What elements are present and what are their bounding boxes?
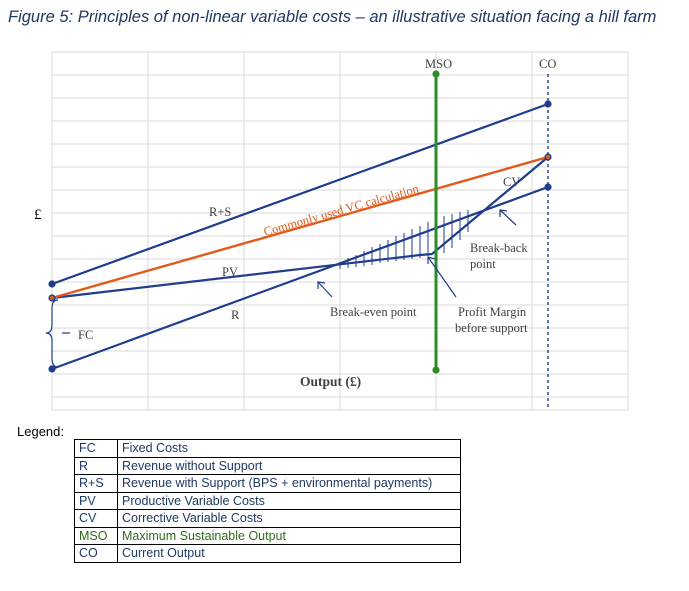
r-line <box>51 185 549 371</box>
r-label: R <box>231 308 240 322</box>
legend-desc: Corrective Variable Costs <box>117 509 461 528</box>
vc-start-dot <box>49 295 55 301</box>
grid <box>51 51 629 411</box>
co-label: CO <box>539 57 556 71</box>
profit-margin-label-line2: before support <box>455 321 528 335</box>
legend-abbr: MSO <box>74 526 118 545</box>
legend-row: MSO Maximum Sustainable Output <box>74 526 461 545</box>
legend-row: CV Corrective Variable Costs <box>74 509 461 528</box>
legend-row: PV Productive Variable Costs <box>74 491 461 510</box>
mso-label: MSO <box>425 57 452 71</box>
legend-abbr: FC <box>74 439 118 458</box>
break-back-label-line1: Break-back <box>470 241 528 255</box>
legend-abbr: R <box>74 456 118 475</box>
legend-abbr: R+S <box>74 474 118 493</box>
legend-row: CO Current Output <box>74 544 461 563</box>
legend-desc: Revenue with Support (BPS + environmenta… <box>117 474 461 493</box>
legend-desc: Fixed Costs <box>117 439 461 458</box>
legend-desc: Maximum Sustainable Output <box>117 526 461 545</box>
mso-top-dot <box>432 70 440 78</box>
mso-bottom-dot <box>432 366 440 374</box>
vc-end-dot <box>545 154 551 160</box>
cost-revenue-lines <box>51 102 549 371</box>
break-back-label-line2: point <box>470 257 496 271</box>
legend-abbr: CV <box>74 509 118 528</box>
commonly-used-vc-line <box>51 155 549 300</box>
cv-label: CV <box>503 175 520 189</box>
legend-row: R+S Revenue with Support (BPS + environm… <box>74 474 461 493</box>
legend-table: FC Fixed Costs R Revenue without Support… <box>74 439 461 563</box>
total-cost-curve <box>51 156 549 300</box>
legend-row: R Revenue without Support <box>74 456 461 475</box>
profit-margin-label-line1: Profit Margin <box>458 305 527 319</box>
rs-label: R+S <box>209 205 231 219</box>
break-back-arrow <box>499 209 517 226</box>
legend-row: FC Fixed Costs <box>74 439 461 458</box>
cost-diagram: £ FC MSO CO R+S PV R CV Commonly used VC… <box>34 51 629 411</box>
y-axis-label: £ <box>34 207 42 223</box>
legend-heading: Legend: <box>17 424 64 439</box>
rs-line <box>51 102 549 286</box>
fc-label: FC <box>78 328 93 342</box>
pv-label: PV <box>222 265 238 279</box>
x-axis-label: Output (£) <box>300 374 361 389</box>
legend-desc: Revenue without Support <box>117 456 461 475</box>
profit-margin-arrow <box>427 256 457 298</box>
figure-title: Figure 5: Principles of non-linear varia… <box>8 8 657 26</box>
fc-brace <box>45 299 59 368</box>
legend-desc: Current Output <box>117 544 461 563</box>
break-even-label: Break-even point <box>330 305 417 319</box>
legend-abbr: PV <box>74 491 118 510</box>
legend-desc: Productive Variable Costs <box>117 491 461 510</box>
legend-abbr: CO <box>74 544 118 563</box>
break-even-arrow <box>317 281 333 298</box>
annotation-arrows <box>317 209 517 298</box>
